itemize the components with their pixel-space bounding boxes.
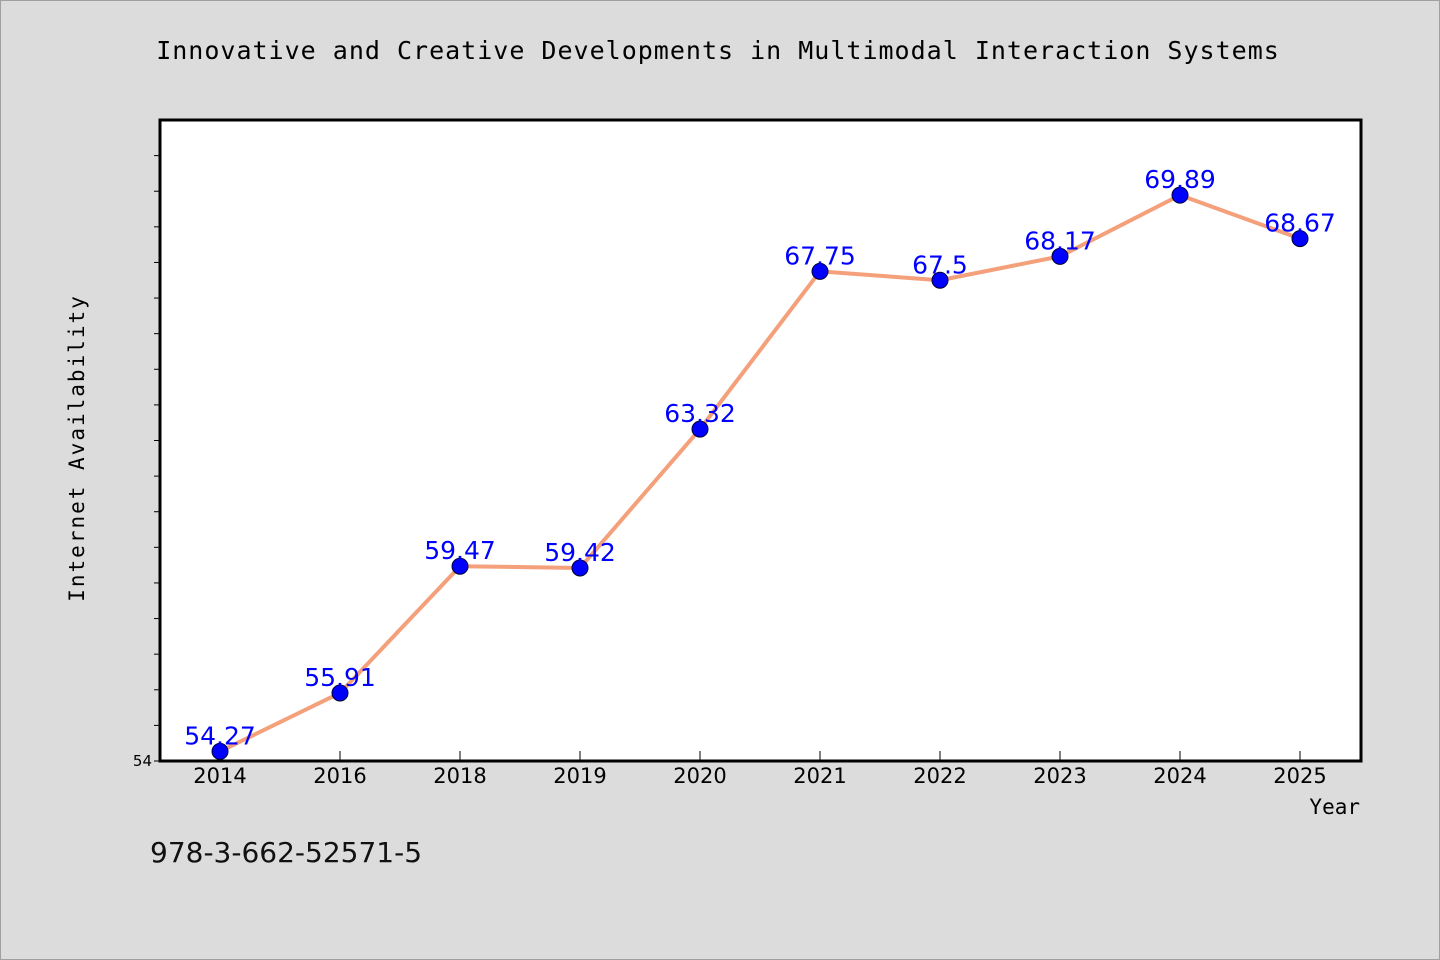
x-tick-label: 2024 — [1153, 764, 1206, 788]
data-label: 67.5 — [912, 250, 968, 279]
data-point — [1171, 186, 1189, 204]
data-point — [1051, 247, 1069, 265]
chart-title: Innovative and Creative Developments in … — [156, 36, 1280, 65]
data-label: 59.47 — [424, 536, 496, 565]
data-label: 55.91 — [304, 663, 376, 692]
data-markers — [211, 186, 1309, 760]
data-label: 63.32 — [664, 399, 736, 428]
footer-code: 978-3-662-52571-5 — [150, 836, 423, 869]
x-tick-label: 2014 — [193, 764, 246, 788]
data-label: 59.42 — [544, 538, 616, 567]
data-point — [931, 271, 949, 289]
x-tick-label: 2020 — [673, 764, 726, 788]
x-tick-label: 2018 — [433, 764, 486, 788]
x-tick-label: 2023 — [1033, 764, 1086, 788]
y-axis-ticks: 54 — [133, 155, 160, 770]
data-labels: 54.27 55.91 59.47 59.42 63.32 67.75 67.5 68.17 6… — [184, 165, 1336, 750]
data-point — [211, 742, 229, 760]
data-label: 54.27 — [184, 721, 256, 750]
data-point — [331, 684, 349, 702]
data-point — [451, 557, 469, 575]
data-point — [1291, 230, 1309, 248]
data-label: 68.17 — [1024, 226, 1096, 255]
x-tick-label: 2021 — [793, 764, 846, 788]
x-axis-ticks: 2014 2016 2018 2019 2020 2021 2022 2023 2024 2025 — [193, 751, 1327, 788]
plot-area — [158, 118, 1363, 763]
data-point — [811, 262, 829, 280]
data-label: 68.67 — [1264, 209, 1336, 238]
x-tick-label: 2025 — [1273, 764, 1326, 788]
y-tick-label: 54 — [133, 752, 152, 770]
x-tick-label: 2016 — [313, 764, 366, 788]
data-point — [571, 559, 589, 577]
x-tick-label: 2022 — [913, 764, 966, 788]
x-axis-label: Year — [1309, 795, 1360, 819]
x-tick-label: 2019 — [553, 764, 606, 788]
series-line — [219, 193, 1301, 754]
data-label: 67.75 — [784, 241, 856, 270]
data-label: 69.89 — [1144, 165, 1216, 194]
data-point — [691, 420, 709, 438]
